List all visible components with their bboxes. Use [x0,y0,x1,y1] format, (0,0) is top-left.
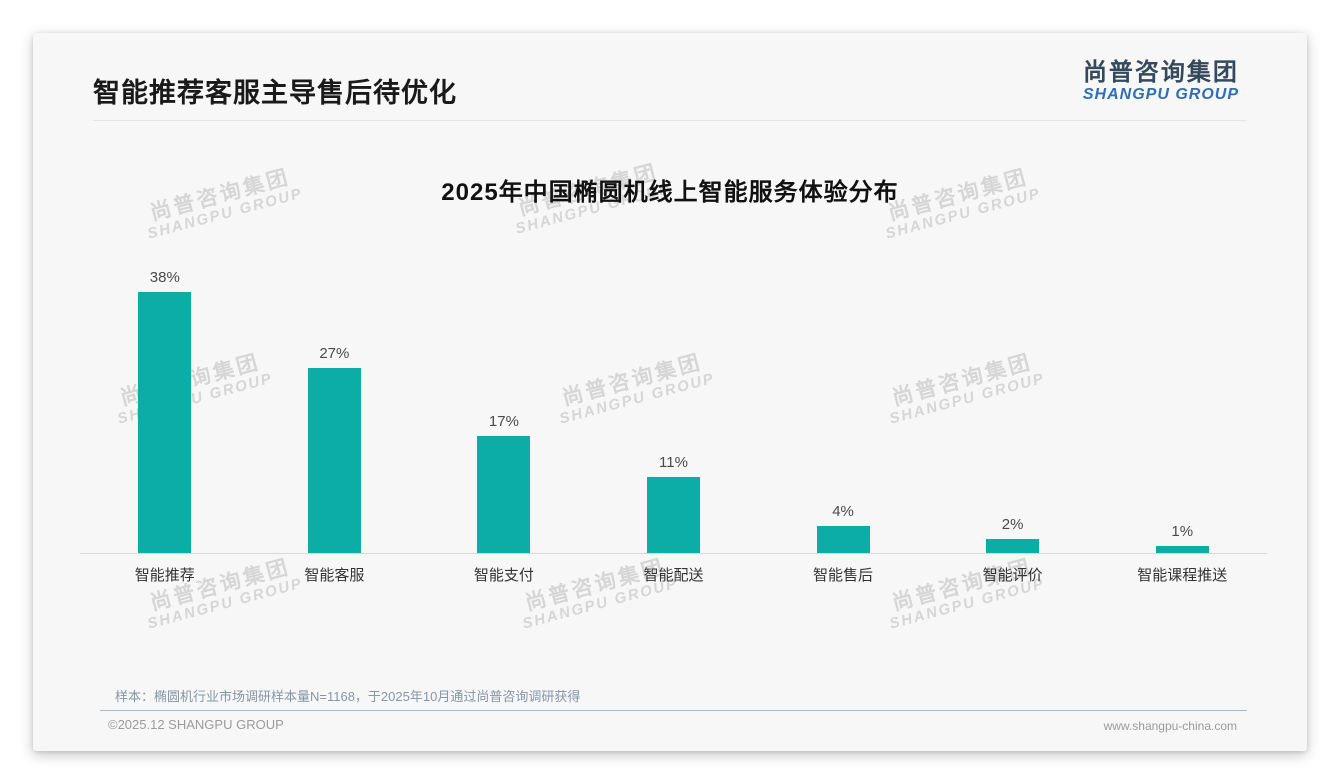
category-label: 智能支付 [473,567,534,584]
company-logo: 尚普咨询集团 SHANGPU GROUP [1083,60,1239,104]
bar-value-label: 2% [1001,516,1024,534]
bar [1155,546,1209,553]
logo-english-name: SHANGPU GROUP [1082,86,1239,104]
bar-column: 11% [589,454,759,553]
bar-column: 4% [758,503,928,553]
header-divider [93,120,1247,121]
bar-column: 17% [419,413,589,553]
bar [816,525,870,553]
bar-value-label: 11% [659,454,688,472]
bar-value-label: 27% [319,344,350,362]
bar-column: 27% [250,345,420,553]
x-axis-line [80,553,1267,554]
bar-value-label: 38% [149,268,180,286]
sample-note: 样本：椭圆机行业市场调研样本量N=1168，于2025年10月通过尚普咨询调研获… [115,689,581,704]
slide-card: 智能推荐客服主导售后待优化 尚普咨询集团 SHANGPU GROUP 尚普咨询集… [33,33,1307,751]
website-url: www.shangpu-china.com [1103,719,1237,733]
bar [477,436,531,553]
bar-value-label: 1% [1171,523,1194,541]
bar [138,291,192,553]
copyright-text: ©2025.12 SHANGPU GROUP [108,717,284,732]
bar-value-label: 4% [832,502,854,520]
bar [307,367,361,553]
category-label: 智能客服 [304,567,365,584]
category-label: 智能配送 [643,567,704,584]
category-label: 智能课程推送 [1137,567,1228,584]
bar-chart-plot-area: 38% 27% 17% 11% 4% 2% 1% [80,33,1267,553]
bar [646,477,700,553]
bar-column: 2% [928,516,1098,553]
x-axis-category-labels: 智能推荐 智能客服 智能支付 智能配送 智能售后 智能评价 智能课程推送 [80,564,1267,588]
bar-value-label: 17% [488,413,519,431]
category-label: 智能评价 [982,567,1043,584]
page-title: 智能推荐客服主导售后待优化 [93,78,457,108]
category-label: 智能推荐 [134,567,195,584]
category-label: 智能售后 [813,567,874,584]
footer-divider [100,710,1247,711]
bar [986,539,1040,553]
slide-header: 智能推荐客服主导售后待优化 尚普咨询集团 SHANGPU GROUP [93,33,1247,120]
bar-column: 1% [1097,523,1267,553]
bar-column: 38% [80,269,250,553]
chart-title: 2025年中国椭圆机线上智能服务体验分布 [441,179,899,206]
logo-chinese-name: 尚普咨询集团 [1082,59,1239,86]
